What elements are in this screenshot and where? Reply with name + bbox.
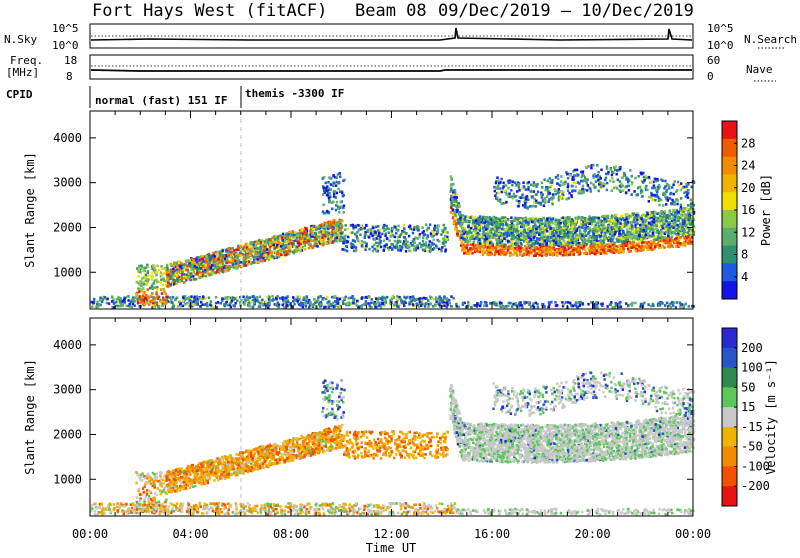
time-axis: 00:00 04:00 08:00 12:00 16:00 20:00 00:00 — [72, 527, 711, 541]
colorbar-tick-label: 100 — [741, 361, 763, 375]
x-tick-label: 00:00 — [72, 527, 108, 541]
colorbar-tick-label: 50 — [741, 380, 755, 394]
y-tick-label: 2000 — [53, 220, 82, 234]
colorbar-tick-label: 16 — [741, 203, 755, 217]
colorbar-segment — [722, 486, 737, 506]
x-tick-label: 00:00 — [675, 527, 711, 541]
y-tick-label: 4000 — [53, 338, 82, 352]
beam-label: Beam 08 — [355, 1, 427, 21]
power-panel: 1000 2000 3000 4000 Slant Range [km] — [23, 111, 695, 309]
cpid-mode-1: normal (fast) 151 IF — [95, 94, 227, 107]
velocity-colorbar-label: Velocity [m s⁻¹] — [764, 359, 778, 475]
nsearch-tick-high: 10^5 — [707, 22, 734, 35]
colorbar-tick-label: -15 — [741, 420, 763, 434]
power-colorbar-label: Power [dB] — [759, 174, 773, 246]
colorbar-tick-label: 28 — [741, 136, 755, 150]
freq-panel — [90, 55, 693, 79]
velocity-panel: 1000 2000 3000 4000 Slant Range [km] — [23, 318, 695, 516]
nsky-trace — [91, 28, 692, 40]
colorbar-segment — [722, 447, 737, 467]
power-scatter-cells — [91, 164, 696, 309]
y-tick-label: 1000 — [53, 265, 82, 279]
colorbar-segment — [722, 174, 737, 192]
colorbar-segment — [722, 210, 737, 228]
power-ylabel: Slant Range [km] — [23, 152, 37, 268]
cpid-mode-2: themis -3300 IF — [245, 87, 344, 100]
y-tick-label: 3000 — [53, 176, 82, 190]
velocity-colorbar: Velocity [m s⁻¹] 200 100 50 15 -15 -50 -100 -20… — [722, 328, 778, 507]
x-tick-label: 04:00 — [172, 527, 208, 541]
nsky-tick-low: 10^0 — [52, 39, 79, 52]
colorbar-segment — [722, 192, 737, 210]
colorbar-segment — [722, 407, 737, 427]
colorbar-tick-label: 8 — [741, 248, 748, 262]
colorbar-segment — [722, 368, 737, 388]
velocity-y-axis: 1000 2000 3000 4000 — [53, 318, 693, 516]
freq-tick-high: 18 — [64, 54, 77, 67]
nave-tick-low: 0 — [707, 70, 714, 83]
x-tick-label: 16:00 — [474, 527, 510, 541]
velocity-scatter-cells — [90, 371, 695, 515]
colorbar-segment — [722, 263, 737, 281]
colorbar-segment — [722, 427, 737, 447]
colorbar-tick-label: 15 — [741, 400, 755, 414]
colorbar-segment — [722, 139, 737, 157]
colorbar-segment — [722, 387, 737, 407]
nsky-label: N.Sky — [4, 33, 37, 46]
y-tick-label: 3000 — [53, 383, 82, 397]
y-tick-label: 1000 — [53, 472, 82, 486]
x-tick-label: 12:00 — [373, 527, 409, 541]
colorbar-tick-label: 20 — [741, 181, 755, 195]
x-tick-label: 08:00 — [273, 527, 309, 541]
y-tick-label: 4000 — [53, 131, 82, 145]
colorbar-tick-label: 24 — [741, 159, 755, 173]
velocity-ylabel: Slant Range [km] — [23, 359, 37, 475]
nsearch-label: N.Search — [744, 33, 797, 46]
colorbar-tick-label: 12 — [741, 225, 755, 239]
nave-label: Nave — [746, 63, 773, 76]
colorbar-segment — [722, 466, 737, 486]
colorbar-tick-label: -50 — [741, 440, 763, 454]
colorbar-tick-label: 4 — [741, 270, 748, 284]
radar-title: Fort Hays West (fitACF) — [92, 1, 327, 21]
cpid-label: CPID — [6, 88, 33, 101]
nave-tick-high: 60 — [707, 54, 720, 67]
colorbar-segment — [722, 328, 737, 348]
x-tick-label: 20:00 — [574, 527, 610, 541]
power-colorbar: Power [dB] 4 8 12 16 20 24 28 — [722, 121, 773, 300]
colorbar-segment — [722, 281, 737, 299]
y-tick-label: 2000 — [53, 427, 82, 441]
freq-trace — [91, 70, 692, 71]
colorbar-segment — [722, 121, 737, 139]
freq-tick-low: 8 — [66, 70, 73, 83]
colorbar-tick-label: 200 — [741, 341, 763, 355]
nsearch-tick-low: 10^0 — [707, 39, 734, 52]
time-axis-label: Time UT — [366, 541, 417, 554]
date-range: 09/Dec/2019 – 10/Dec/2019 — [438, 1, 694, 21]
colorbar-segment — [722, 348, 737, 368]
freq-label-2: [MHz] — [6, 66, 39, 79]
colorbar-segment — [722, 228, 737, 246]
colorbar-tick-label: -100 — [741, 459, 770, 473]
nsky-tick-high: 10^5 — [52, 22, 79, 35]
colorbar-tick-label: -200 — [741, 479, 770, 493]
